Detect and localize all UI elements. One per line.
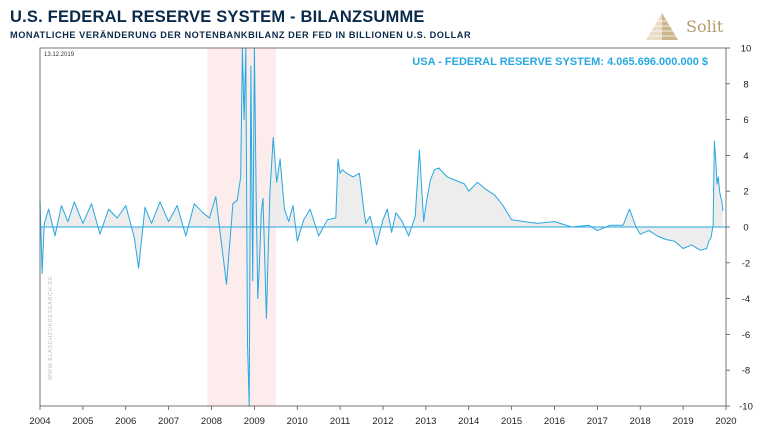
y-tick-label: 2 (743, 187, 748, 198)
x-tick-label: 2013 (415, 416, 436, 427)
x-tick-label: 2016 (544, 416, 565, 427)
x-tick-label: 2010 (287, 416, 308, 427)
series-line (39, 47, 724, 407)
y-tick-label: -6 (742, 330, 750, 341)
pyramid-icon (646, 13, 678, 40)
x-tick-label: 2012 (372, 416, 393, 427)
y-tick-label: 8 (743, 79, 748, 90)
solit-logo: Solit (642, 10, 762, 44)
y-tick-label: 10 (741, 44, 752, 55)
chart-title: U.S. FEDERAL RESERVE SYSTEM - BILANZSUMM… (10, 8, 425, 26)
y-tick-label: 6 (743, 115, 748, 126)
x-tick-label: 2019 (673, 416, 694, 427)
x-tick-label: 2014 (458, 416, 479, 427)
x-tick-label: 2004 (29, 416, 50, 427)
x-tick-label: 2008 (201, 416, 222, 427)
y-tick-label: -2 (742, 258, 750, 269)
y-tick-label: 0 (743, 223, 748, 234)
y-tick-label: -8 (742, 366, 750, 377)
x-tick-label: 2006 (115, 416, 136, 427)
x-tick-label: 2011 (330, 416, 350, 427)
x-tick-label: 2005 (72, 416, 93, 427)
series-legend: USA - FEDERAL RESERVE SYSTEM: 4.065.696.… (412, 56, 708, 68)
y-tick-label: -4 (742, 294, 750, 305)
y-tick-label: 4 (743, 151, 748, 162)
logo-text: Solit (686, 17, 724, 36)
x-axis-ticks: 2004 2005 2006 2007 2008 2009 2010 2011 2012 2013… (29, 406, 737, 427)
x-tick-label: 2009 (244, 416, 265, 427)
y-axis-ticks: 10 8 6 4 2 0 -2 -4 -6 -8 -10 (726, 44, 753, 413)
date-label: 13.12.2019 (44, 52, 75, 58)
x-tick-label: 2007 (158, 416, 179, 427)
watermark: WWW.BLASCHZOKRESEARCH.DE (48, 276, 54, 380)
chart-subtitle: MONATLICHE VERÄNDERUNG DER NOTENBANKBILA… (10, 30, 472, 40)
y-tick-label: -10 (739, 402, 753, 413)
x-tick-label: 2017 (587, 416, 608, 427)
x-tick-label: 2018 (630, 416, 651, 427)
x-tick-label: 2020 (715, 416, 736, 427)
x-tick-label: 2015 (501, 416, 522, 427)
